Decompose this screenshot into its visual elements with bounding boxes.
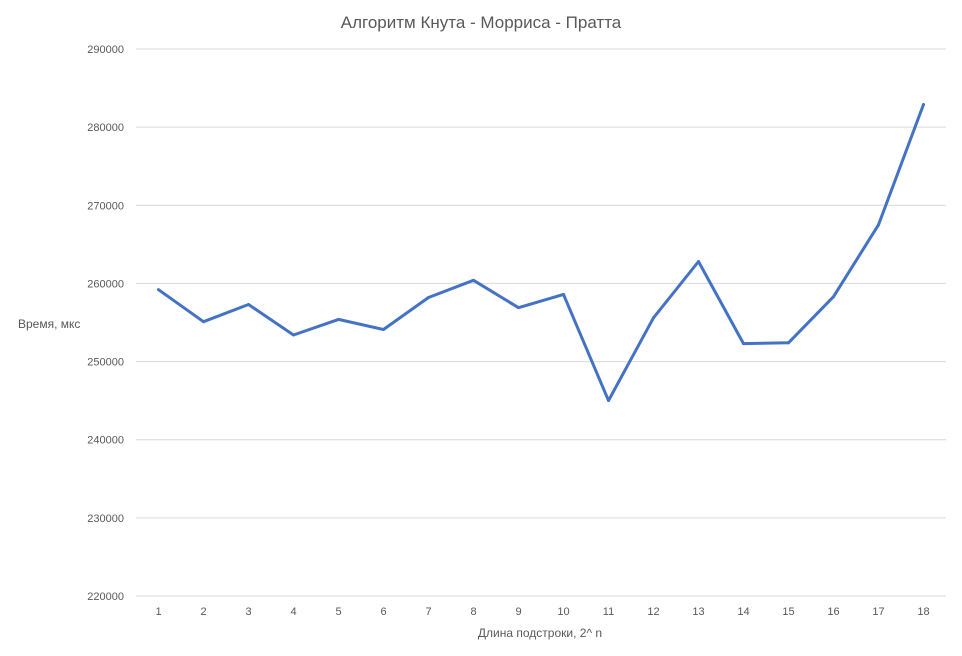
series-line-0: [157, 103, 925, 403]
data-point: [697, 260, 700, 263]
data-point: [247, 303, 250, 306]
y-tick-label: 230000: [87, 513, 124, 525]
x-tick-label: 11: [603, 606, 614, 618]
y-tick-label: 250000: [87, 357, 124, 369]
x-tick-label: 3: [245, 606, 251, 618]
data-point: [652, 316, 655, 320]
data-point: [337, 317, 340, 321]
y-axis-label: Время, мкс: [18, 317, 80, 331]
x-tick-label: 8: [470, 606, 476, 618]
x-axis-ticks: 1 2 3 4 5 6 7 8 9 10 11 12 13 14 15 16 17 18: [155, 606, 929, 618]
x-tick-label: 12: [647, 606, 659, 618]
y-tick-label: 260000: [87, 278, 124, 290]
data-point: [382, 328, 385, 331]
data-point: [517, 306, 520, 310]
y-tick-label: 280000: [87, 122, 124, 134]
x-tick-label: 5: [335, 606, 341, 618]
data-point: [427, 296, 430, 299]
data-point: [787, 341, 790, 345]
data-point: [202, 320, 205, 324]
data-point: [607, 399, 610, 403]
gridlines: [136, 48, 946, 597]
y-tick-label: 240000: [87, 435, 124, 447]
data-point: [472, 278, 475, 282]
data-point: [922, 103, 925, 106]
x-axis-label: Длина подстроки, 2^ n: [478, 626, 602, 640]
x-tick-label: 9: [515, 606, 521, 618]
x-tick-label: 15: [782, 606, 794, 618]
x-tick-label: 7: [425, 606, 431, 618]
data-point: [292, 333, 295, 337]
x-tick-label: 16: [827, 606, 839, 618]
x-tick-label: 17: [872, 606, 884, 618]
y-tick-label: 290000: [87, 44, 124, 56]
data-point: [157, 288, 160, 292]
y-tick-label: 270000: [87, 200, 124, 212]
x-tick-label: 10: [557, 606, 569, 618]
x-tick-label: 2: [200, 606, 206, 618]
data-point: [562, 292, 565, 296]
y-tick-label: 220000: [87, 591, 124, 603]
x-tick-label: 1: [155, 606, 161, 618]
chart-title: Алгоритм Кнута - Морриса - Пратта: [341, 13, 622, 32]
y-axis-ticks: 220000 230000 240000 250000 260000 270000 2800…: [87, 44, 124, 603]
x-tick-label: 18: [917, 606, 929, 618]
x-tick-label: 13: [692, 606, 704, 618]
x-tick-label: 4: [290, 606, 296, 618]
data-point: [832, 295, 835, 299]
data-point: [877, 223, 880, 227]
x-tick-label: 14: [737, 606, 749, 618]
x-tick-label: 6: [380, 606, 386, 618]
series-group: [157, 103, 925, 403]
data-point: [742, 342, 745, 345]
